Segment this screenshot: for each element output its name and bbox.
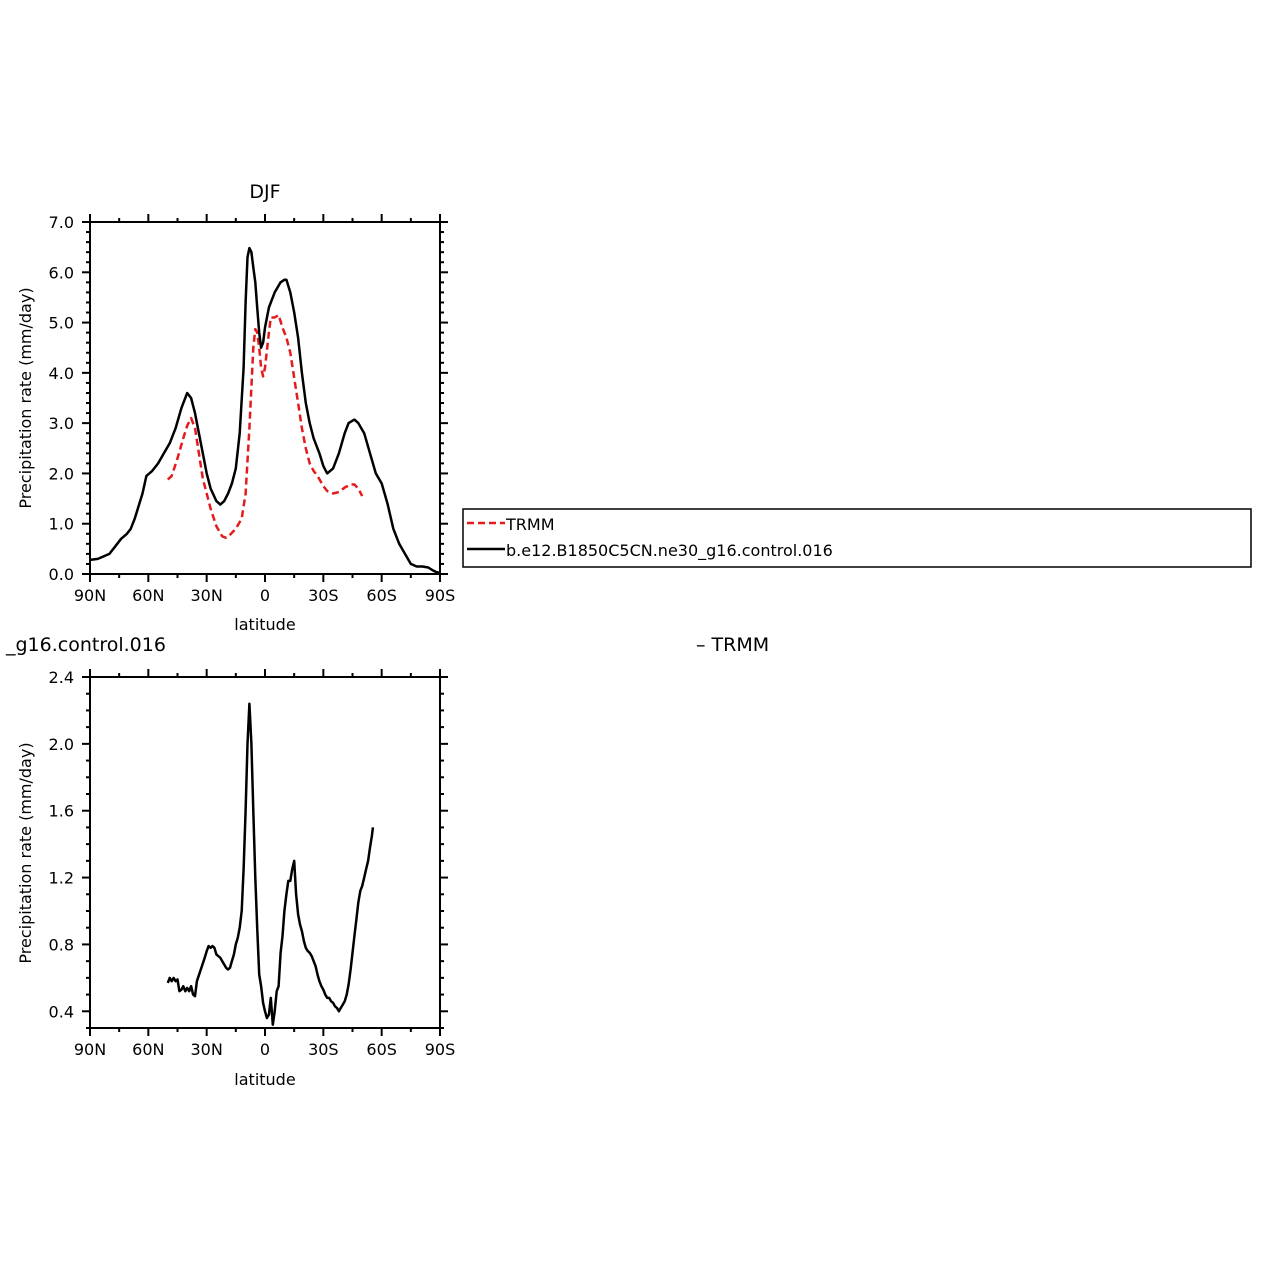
x-tick-label: 60S xyxy=(366,586,397,605)
legend-frame xyxy=(462,508,1252,568)
legend-model-label: b.e12.B1850C5CN.ne30_g16.control.016 xyxy=(506,541,833,561)
x-tick-label: 60S xyxy=(366,1040,397,1059)
y-tick-label: 2.0 xyxy=(49,464,74,483)
y-tick-label: 0.0 xyxy=(49,565,74,584)
difference-panel: _g16.control.016 – TRMM 90N 60N 30N 0 30S 60S… xyxy=(5,634,769,1089)
djf-title: DJF xyxy=(249,181,280,203)
difference-x-tick-labels: 90N 60N 30N 0 30S 60S 90S xyxy=(74,1040,455,1059)
legend: TRMM b.e12.B1850C5CN.ne30_g16.control.01… xyxy=(462,508,1252,568)
djf-x-tick-labels: 90N 60N 30N 0 30S 60S 90S xyxy=(74,586,455,605)
difference-y-tick-labels: 0.4 0.8 1.2 1.6 2.0 2.4 xyxy=(49,668,74,1021)
x-tick-label: 90S xyxy=(425,586,456,605)
legend-trmm-label: TRMM xyxy=(505,515,555,534)
y-tick-label: 2.0 xyxy=(49,735,74,754)
x-tick-label: 90N xyxy=(74,586,106,605)
y-tick-label: 1.6 xyxy=(49,802,74,821)
y-tick-label: 2.4 xyxy=(49,668,74,687)
y-tick-label: 1.0 xyxy=(49,515,74,534)
x-tick-label: 60N xyxy=(132,1040,164,1059)
difference-title-left: _g16.control.016 xyxy=(5,634,166,656)
x-tick-label: 30S xyxy=(308,1040,339,1059)
series-line-1-0 xyxy=(166,702,375,1026)
y-tick-label: 7.0 xyxy=(49,213,74,232)
x-tick-label: 90S xyxy=(425,1040,456,1059)
y-tick-label: 0.8 xyxy=(49,935,74,954)
djf-x-axis-label: latitude xyxy=(234,615,295,634)
y-tick-label: 0.4 xyxy=(49,1002,74,1021)
difference-y-axis-label: Precipitation rate (mm/day) xyxy=(16,742,35,963)
difference-title-right: – TRMM xyxy=(696,634,769,656)
djf-panel: DJF 90N 60N 30N 0 30S 60S 90S 0.0 1.0 2.0 3.0 4.0 5… xyxy=(16,181,455,634)
djf-series-layer xyxy=(89,246,441,575)
djf-y-tick-labels: 0.0 1.0 2.0 3.0 4.0 5.0 6.0 7.0 xyxy=(49,213,74,584)
x-tick-label: 90N xyxy=(74,1040,106,1059)
difference-series-layer xyxy=(166,702,375,1026)
y-tick-label: 5.0 xyxy=(49,314,74,333)
y-tick-label: 4.0 xyxy=(49,364,74,383)
x-tick-label: 0 xyxy=(260,586,270,605)
djf-plot-frame xyxy=(89,221,441,575)
y-tick-label: 1.2 xyxy=(49,869,74,888)
x-tick-label: 0 xyxy=(260,1040,270,1059)
series-line-0-1 xyxy=(89,246,441,575)
djf-y-axis-label: Precipitation rate (mm/day) xyxy=(16,287,35,508)
y-tick-label: 3.0 xyxy=(49,414,74,433)
difference-ticks xyxy=(82,669,448,1036)
series-line-0-0 xyxy=(166,313,364,540)
difference-x-axis-label: latitude xyxy=(234,1070,295,1089)
x-tick-label: 30N xyxy=(191,1040,223,1059)
y-tick-label: 6.0 xyxy=(49,263,74,282)
x-tick-label: 60N xyxy=(132,586,164,605)
difference-plot-frame xyxy=(89,676,441,1029)
x-tick-label: 30S xyxy=(308,586,339,605)
x-tick-label: 30N xyxy=(191,586,223,605)
